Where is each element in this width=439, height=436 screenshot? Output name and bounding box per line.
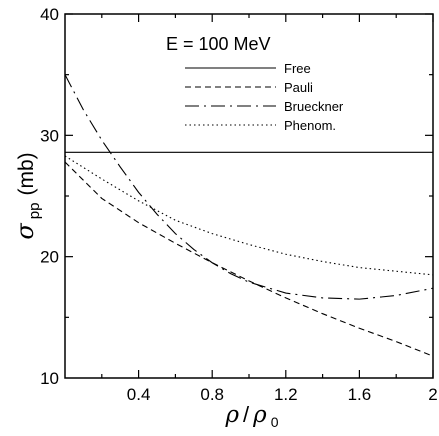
x-tick-label: 2 xyxy=(428,385,437,404)
y-axis-symbol: σ xyxy=(11,223,39,240)
x-axis-subscript: 0 xyxy=(271,414,279,430)
x-axis-label: ρ / ρ 0 xyxy=(225,402,279,430)
legend: Free Pauli Brueckner Phenom. xyxy=(185,61,344,133)
y-axis-subscript: pp xyxy=(26,203,43,220)
x-axis-symbol-2: ρ xyxy=(252,402,267,428)
plot-area xyxy=(64,13,434,379)
series-lines xyxy=(64,74,434,357)
series-line-brueckner xyxy=(64,74,434,300)
y-tick-label: 30 xyxy=(40,126,59,145)
legend-label-brueckner: Brueckner xyxy=(284,99,344,114)
x-tick-label: 1.6 xyxy=(348,385,372,404)
series-line-pauli xyxy=(64,161,434,357)
x-axis-slash: / xyxy=(243,402,250,427)
y-axis-units: (mb) xyxy=(15,152,38,195)
legend-label-phenom: Phenom. xyxy=(284,118,336,133)
x-tick-label: 0.4 xyxy=(127,385,151,404)
x-tick-label: 0.8 xyxy=(200,385,224,404)
y-tick-label: 40 xyxy=(40,5,59,24)
ticks xyxy=(65,13,434,378)
y-tick-label: 20 xyxy=(40,248,59,267)
y-tick-label: 10 xyxy=(40,369,59,388)
series-line-phenom xyxy=(64,155,434,276)
y-axis-label: σ pp (mb) xyxy=(11,152,43,239)
x-tick-label: 1.2 xyxy=(274,385,298,404)
legend-label-pauli: Pauli xyxy=(284,80,313,95)
energy-annotation: E = 100 MeV xyxy=(166,34,271,54)
x-axis-symbol: ρ xyxy=(225,402,240,428)
tick-labels: 0.4 0.8 1.2 1.6 2 10 20 30 40 xyxy=(40,5,438,404)
legend-label-free: Free xyxy=(284,61,311,76)
